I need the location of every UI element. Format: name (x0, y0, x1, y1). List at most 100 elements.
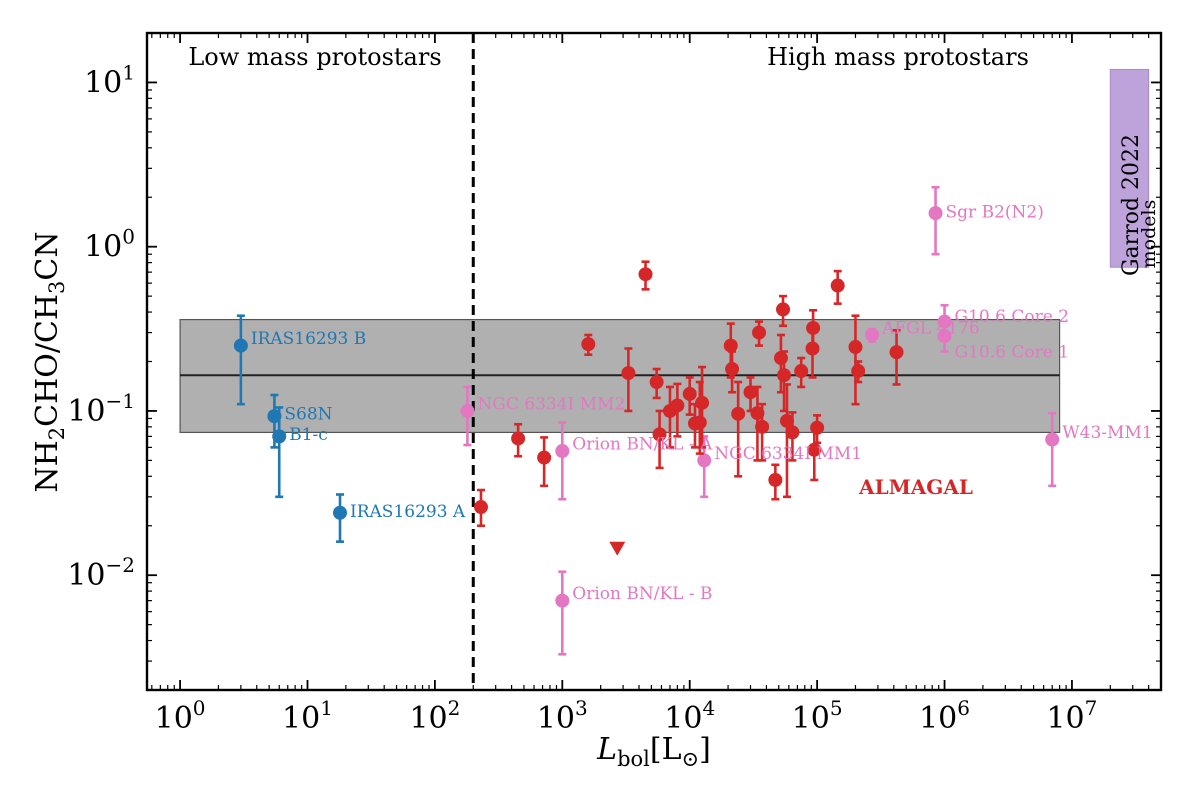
point-label: NGC 6334I MM1 (714, 444, 862, 464)
point-label: IRAS16293 A (350, 502, 466, 522)
point-marker (537, 450, 552, 465)
point-marker (794, 364, 809, 379)
point-marker (460, 403, 475, 418)
point-marker (865, 327, 880, 342)
y-tick-label: 10−1 (67, 389, 135, 429)
point-label: B1-c (289, 425, 328, 445)
data-point (555, 570, 570, 656)
data-point (752, 320, 767, 347)
point-marker (752, 325, 767, 340)
x-tick-label: 107 (1046, 696, 1097, 736)
point-marker (511, 431, 526, 446)
point-marker (768, 472, 783, 487)
data-point (725, 350, 740, 394)
data-point (333, 493, 348, 543)
data-point (830, 269, 845, 305)
point-label: S68N (284, 405, 332, 425)
point-marker (267, 409, 282, 424)
point-marker (743, 385, 758, 400)
point-label: Orion BN/KL - A (572, 435, 713, 455)
upper-limit-marker (609, 541, 626, 556)
point-label: W43-MM1 (1062, 423, 1152, 443)
point-label: NGC 6334I MM2 (477, 394, 625, 414)
data-point (848, 314, 863, 406)
point-label: G10.6 Core 1 (955, 343, 1069, 363)
almagal-label: ALMAGAL (858, 475, 973, 499)
x-tick-label: 102 (409, 696, 460, 736)
point-label: Orion BN/KL - B (572, 584, 712, 604)
data-point (806, 308, 821, 353)
point-marker (806, 320, 821, 335)
data-point (889, 328, 904, 386)
models-box (1109, 68, 1150, 268)
ticks-layer: 100 101 102 103 104 105 106 107 10−2 10−1 100 101 (67, 32, 1162, 736)
data-point (768, 463, 783, 501)
point-marker (723, 338, 738, 353)
point-marker (777, 368, 792, 383)
point-marker (697, 453, 712, 468)
point-marker (682, 386, 697, 401)
point-marker (937, 314, 952, 329)
point-marker (233, 338, 248, 353)
data-point (1045, 411, 1060, 488)
x-tick-label: 101 (282, 696, 333, 736)
data-point (779, 383, 794, 499)
data-point (851, 360, 866, 384)
point-marker (937, 329, 952, 344)
x-tick-label: 106 (919, 696, 970, 736)
point-marker (889, 345, 904, 360)
point-label: G10.6 Core 2 (955, 307, 1069, 327)
point-label: Sgr B2(N2) (946, 203, 1044, 223)
data-point (555, 421, 570, 501)
point-marker (773, 351, 788, 366)
y-tick-label: 100 (84, 225, 135, 265)
data-point (810, 414, 825, 445)
point-marker (695, 395, 710, 410)
point-marker (272, 429, 287, 444)
data-point (731, 380, 746, 478)
point-marker (785, 425, 800, 440)
point-marker (1045, 432, 1060, 447)
point-marker (851, 364, 866, 379)
data-point (537, 436, 552, 488)
region-label-high: High mass protostars (767, 43, 1029, 71)
data-point (473, 488, 488, 528)
points-layer (233, 185, 1060, 656)
y-axis-label: NH2CHO/CH3CN (30, 231, 69, 492)
point-label: AFGL 4176 (881, 318, 980, 338)
data-point (621, 347, 636, 413)
models-label-line1: Garrod 2022 (1119, 134, 1144, 276)
point-marker (725, 362, 740, 377)
point-marker (779, 413, 794, 428)
point-marker (555, 593, 570, 608)
point-marker (928, 206, 943, 221)
point-marker (848, 340, 863, 355)
point-marker (692, 415, 707, 430)
point-marker (473, 500, 488, 515)
point-marker (333, 505, 348, 520)
x-axis-label: Lbol[L⊙] (596, 732, 711, 771)
point-marker (652, 427, 667, 442)
point-marker (555, 444, 570, 459)
point-marker (638, 267, 653, 282)
point-marker (810, 420, 825, 435)
data-point (794, 356, 809, 389)
data-point (649, 367, 664, 400)
x-tick-label: 105 (792, 696, 843, 736)
models-label-line2: models (1138, 200, 1160, 269)
data-point (272, 406, 287, 499)
data-point (785, 411, 800, 462)
data-point (511, 422, 526, 458)
data-point (755, 402, 770, 462)
y-tick-label: 10−2 (67, 553, 135, 593)
point-marker (776, 302, 791, 317)
point-marker (755, 419, 770, 434)
median-band-layer (179, 318, 1061, 434)
models-box-layer (1109, 68, 1150, 268)
data-point (670, 382, 685, 438)
point-marker (830, 278, 845, 293)
point-marker (731, 406, 746, 421)
data-point (460, 385, 475, 447)
